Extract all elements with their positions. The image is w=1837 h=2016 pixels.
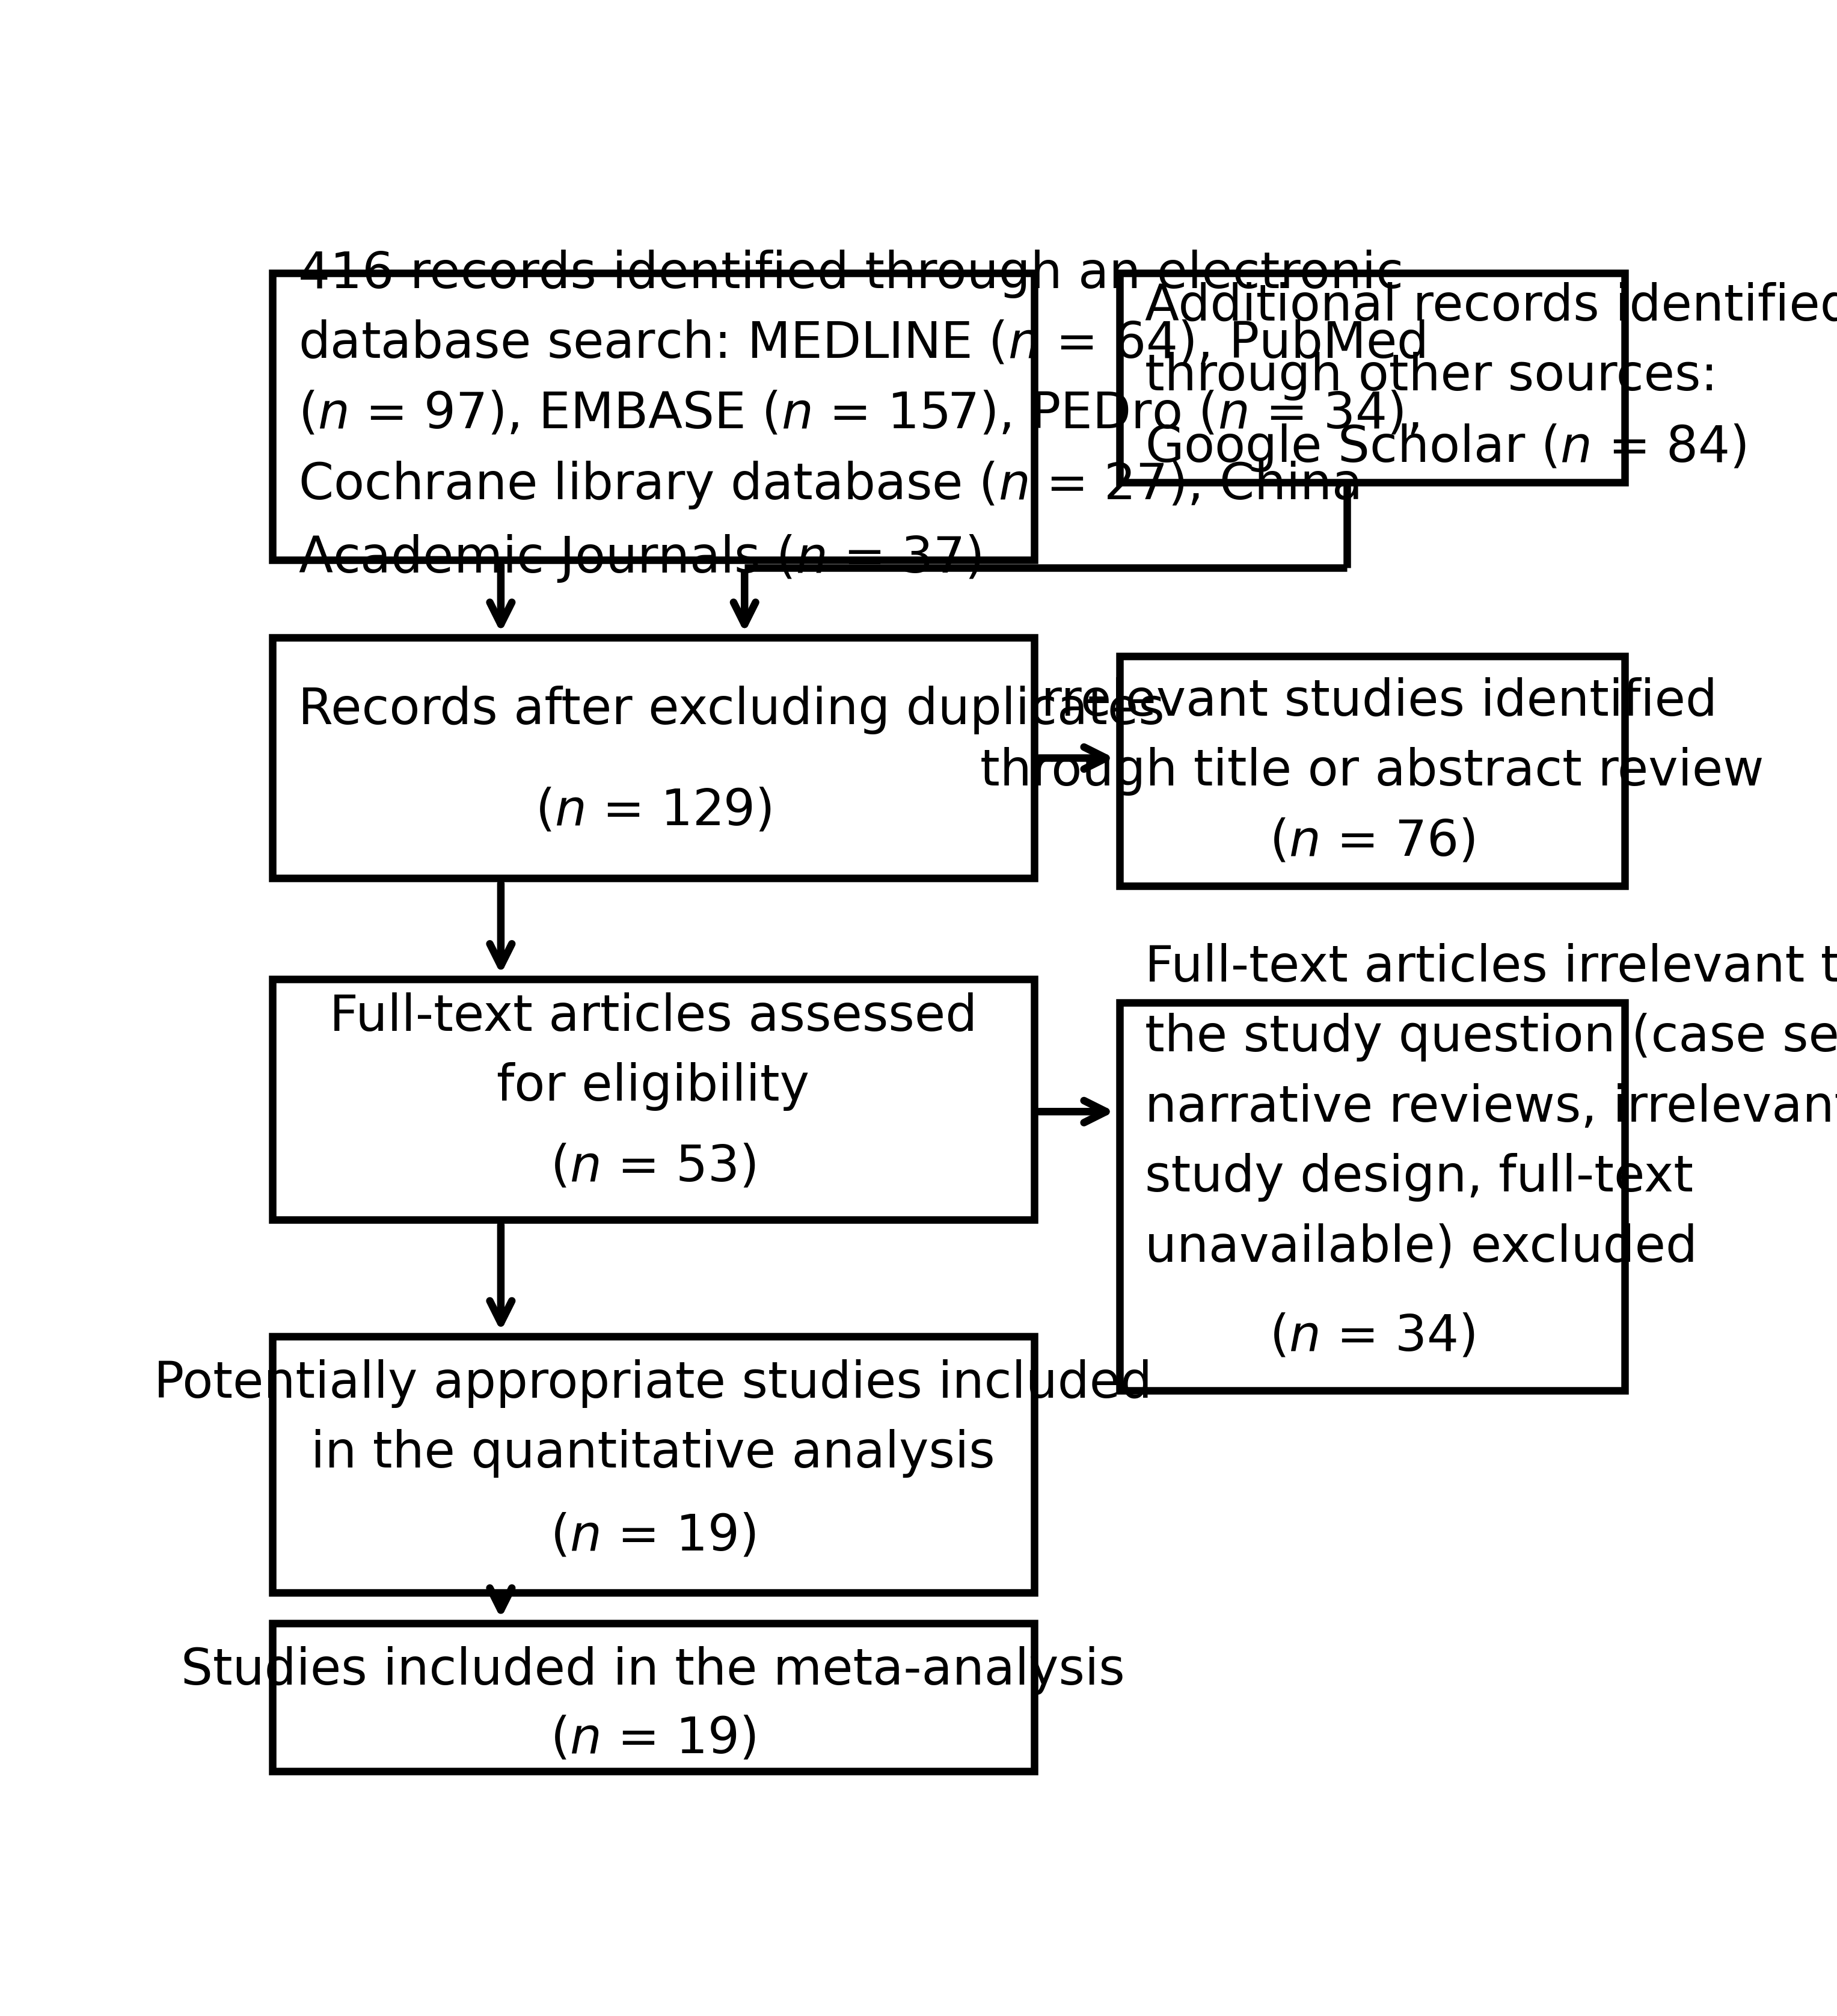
Bar	[272, 980, 1034, 1220]
Text: Records after excluding duplicates: Records after excluding duplicates	[298, 685, 1165, 734]
Bar	[272, 1623, 1034, 1770]
Text: 416 records identified through an electronic
database search: MEDLINE ($n$ = 64): 416 records identified through an electr…	[298, 250, 1426, 585]
Bar	[1119, 272, 1626, 482]
Bar	[272, 1337, 1034, 1593]
Text: Irrelevant studies identified
through title or abstract review
($n$ = 76): Irrelevant studies identified through ti…	[981, 677, 1764, 865]
Text: ($n$ = 19): ($n$ = 19)	[551, 1512, 755, 1560]
Text: Full-text articles irrelevant to
the study question (case series,
narrative revi: Full-text articles irrelevant to the stu…	[1144, 943, 1837, 1272]
Text: Potentially appropriate studies included
in the quantitative analysis: Potentially appropriate studies included…	[154, 1359, 1152, 1478]
Text: Additional records identified
through other sources:
Google Scholar ($n$ = 84): Additional records identified through ot…	[1144, 282, 1837, 474]
Text: ($n$ = 34): ($n$ = 34)	[1269, 1312, 1475, 1361]
Bar	[272, 637, 1034, 879]
Text: Full-text articles assessed
for eligibility: Full-text articles assessed for eligibil…	[329, 992, 977, 1111]
Text: Studies included in the meta-analysis: Studies included in the meta-analysis	[182, 1647, 1124, 1695]
Bar	[1119, 657, 1626, 887]
Text: ($n$ = 53): ($n$ = 53)	[551, 1143, 755, 1191]
Bar	[1119, 1002, 1626, 1391]
Text: ($n$ = 19): ($n$ = 19)	[551, 1714, 755, 1762]
Text: ($n$ = 129): ($n$ = 129)	[535, 786, 772, 835]
Bar	[272, 272, 1034, 560]
